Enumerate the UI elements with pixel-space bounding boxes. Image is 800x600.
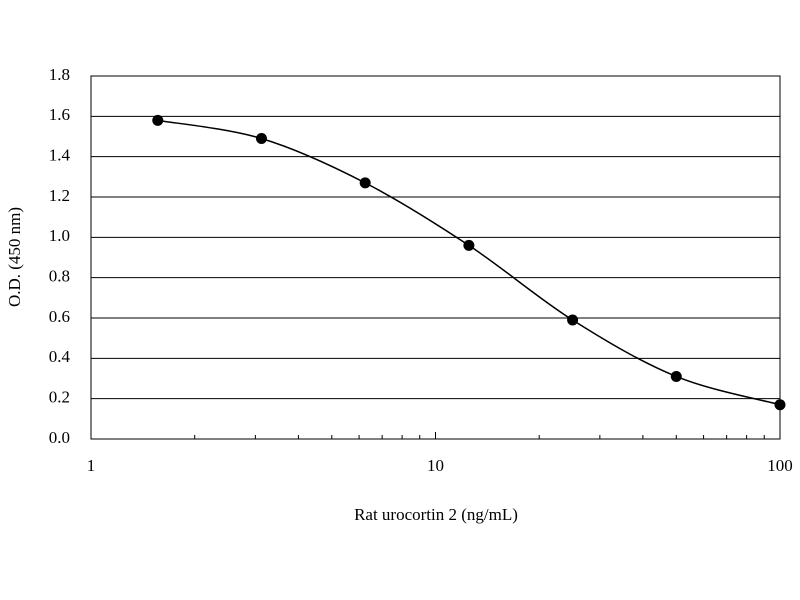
y-tick-label: 1.0 [49,226,70,245]
y-tick-label: 1.2 [49,186,70,205]
y-tick-label: 0.0 [49,428,70,447]
y-axis-label: O.D. (450 nm) [5,207,24,307]
y-tick-label: 1.4 [49,146,71,165]
y-tick-label: 0.2 [49,388,70,407]
y-tick-label: 1.8 [49,65,70,84]
x-tick-label: 10 [427,456,444,475]
point [567,314,579,326]
x-axis-label: Rat urocortin 2 (ng/mL) [354,505,518,524]
point [463,239,475,251]
y-tick-label: 0.8 [49,267,70,286]
point [670,370,682,382]
y-tick-label: 1.6 [49,105,70,124]
x-tick-label: 100 [767,456,793,475]
point [255,133,267,145]
point [774,399,786,411]
point [152,114,164,126]
x-tick-label: 1 [87,456,96,475]
point [359,177,371,189]
y-tick-label: 0.4 [49,347,71,366]
curve [157,119,781,406]
y-tick-label: 0.6 [49,307,70,326]
plot-frame [90,75,781,440]
